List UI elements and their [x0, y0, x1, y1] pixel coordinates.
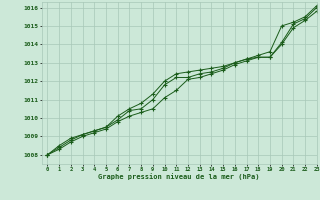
X-axis label: Graphe pression niveau de la mer (hPa): Graphe pression niveau de la mer (hPa): [99, 173, 260, 180]
